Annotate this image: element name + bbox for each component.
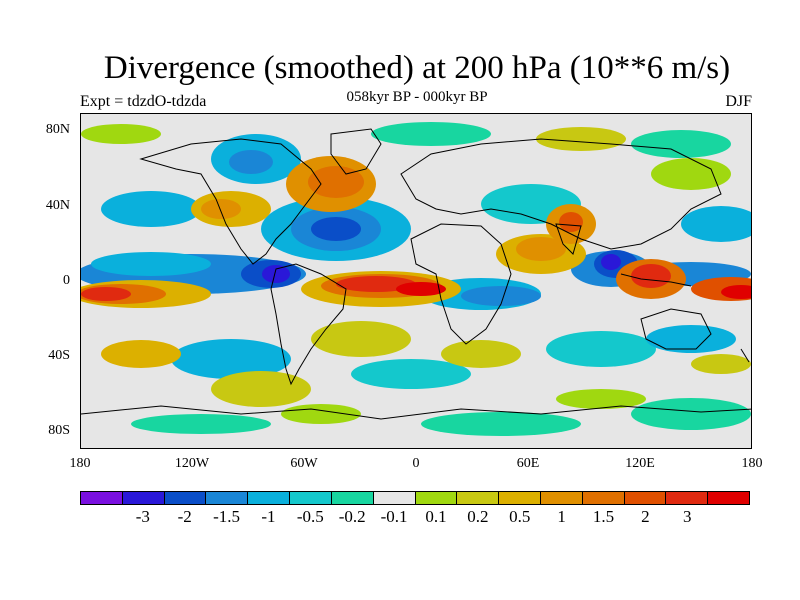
- colorbar-swatch-8: [415, 492, 458, 504]
- colorbar-label-1: -2: [177, 507, 192, 526]
- eurasia-coast: [400, 138, 722, 250]
- colorbar-swatch-10: [499, 492, 541, 504]
- lat-label-equator: 0: [63, 273, 70, 288]
- africa-coast: [410, 223, 512, 345]
- colorbar-swatch-3: [206, 492, 249, 504]
- colorbar-label-10: 1: [557, 507, 566, 526]
- colorbar-swatch-1: [122, 492, 165, 504]
- colorbar: [80, 491, 750, 505]
- colorbar-label-13: 3: [682, 507, 692, 526]
- lat-label-40s: 40S: [48, 348, 70, 363]
- map-subtitle: 058kyr BP - 000kyr BP: [346, 89, 488, 105]
- colorbar-label-0: -3: [135, 507, 150, 526]
- coastlines: [81, 128, 751, 420]
- colorbar-label-5: -0.2: [338, 507, 366, 526]
- greenland-coast: [330, 128, 382, 175]
- colorbar-label-8: 0.2: [467, 507, 489, 526]
- colorbar-label-7: 0.1: [425, 507, 447, 526]
- colorbar-label-9: 0.5: [509, 507, 531, 526]
- colorbar-swatch-11: [540, 492, 583, 504]
- colorbar-label-12: 2: [641, 507, 650, 526]
- experiment-label: Expt = tdzdO-tdzda: [80, 93, 207, 110]
- australia-coast: [640, 308, 712, 350]
- colorbar-swatch-15: [708, 492, 749, 504]
- lon-label-120w: 120W: [174, 456, 210, 471]
- south-america-coast: [270, 263, 347, 386]
- colorbar-label-2: -1.5: [213, 507, 241, 526]
- divergence-map: [80, 113, 752, 449]
- map-title: Divergence (smoothed) at 200 hPa (10**6 …: [103, 50, 731, 86]
- colorbar-swatch-0: [81, 492, 123, 504]
- colorbar-swatch-7: [373, 492, 416, 504]
- divergence-field: [81, 114, 751, 448]
- north-america-coast: [139, 138, 322, 265]
- colorbar-swatch-12: [582, 492, 625, 504]
- colorbar-swatch-6: [331, 492, 374, 504]
- new-zealand-coast: [740, 348, 750, 363]
- negative-anomaly-zones: [81, 122, 751, 436]
- lon-label-60w: 60W: [290, 456, 318, 471]
- lon-label-0: 0: [412, 456, 420, 471]
- positive-anomaly-zones: [81, 124, 751, 424]
- colorbar-label-6: -0.1: [380, 507, 408, 526]
- lat-label-40n: 40N: [45, 198, 70, 213]
- india-coast: [555, 223, 582, 255]
- colorbar-swatch-13: [624, 492, 667, 504]
- lon-label-180e: 180: [741, 456, 763, 471]
- colorbar-swatch-14: [666, 492, 709, 504]
- season-label: DJF: [725, 93, 752, 110]
- lon-label-60e: 60E: [516, 456, 540, 471]
- lat-label-80n: 80N: [45, 122, 70, 137]
- colorbar-label-11: 1.5: [592, 507, 615, 526]
- lat-label-80s: 80S: [48, 423, 70, 438]
- colorbar-swatch-2: [164, 492, 207, 504]
- lon-label-180w: 180: [69, 456, 91, 471]
- colorbar-swatch-4: [248, 492, 291, 504]
- indonesia-coast: [620, 273, 692, 287]
- colorbar-label-3: -1: [261, 507, 276, 526]
- colorbar-swatch-5: [290, 492, 332, 504]
- lon-label-120e: 120E: [625, 456, 655, 471]
- colorbar-swatch-9: [457, 492, 500, 504]
- colorbar-label-4: -0.5: [296, 507, 324, 526]
- antarctica-coast: [81, 405, 751, 420]
